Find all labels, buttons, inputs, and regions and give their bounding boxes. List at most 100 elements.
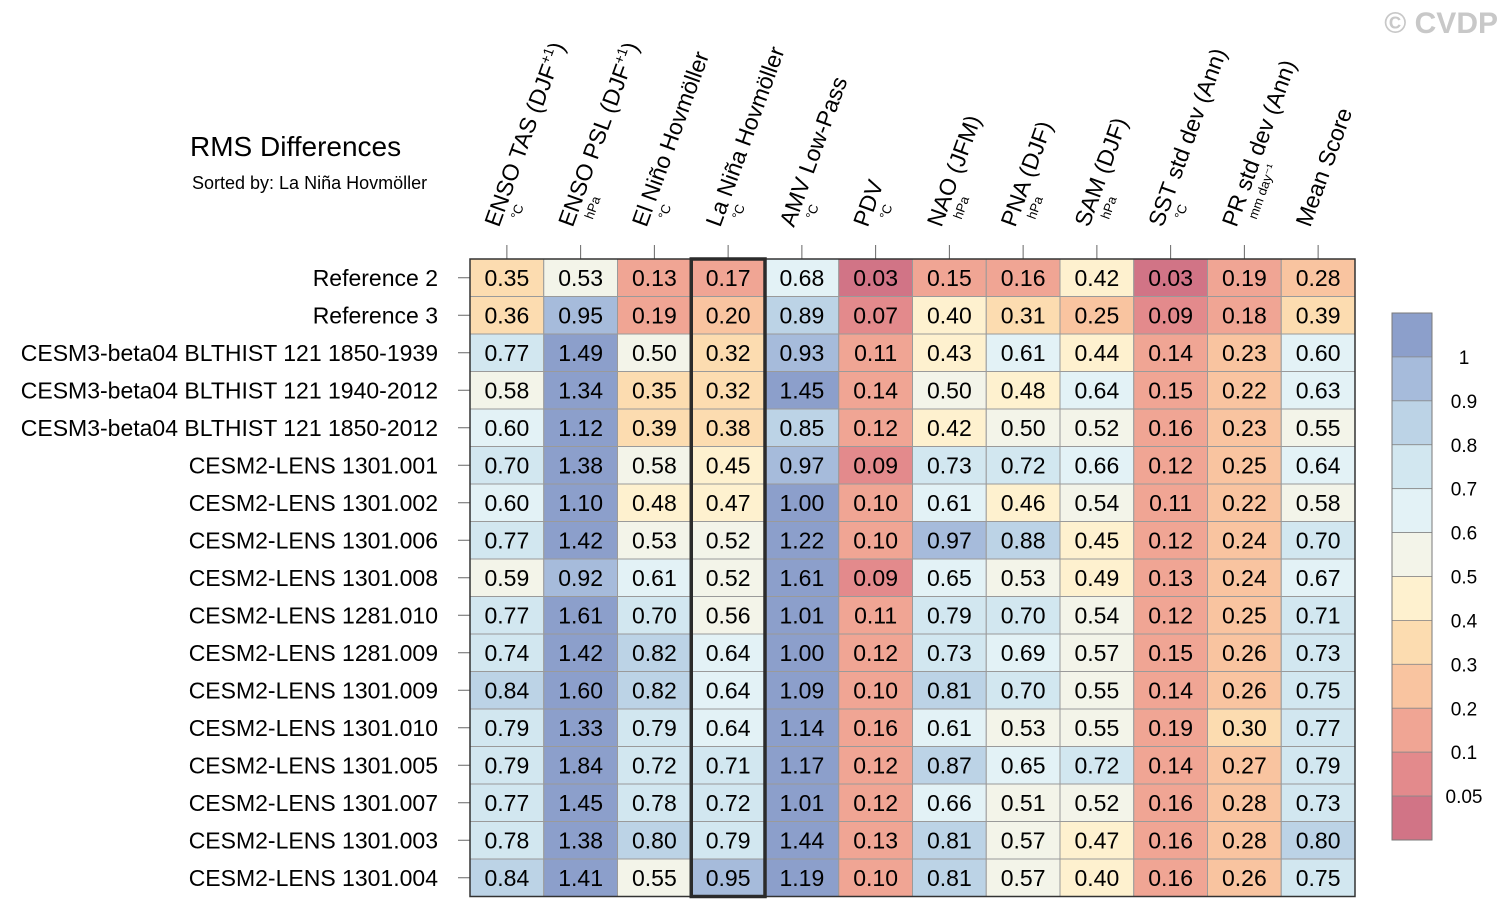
heatmap-cell [1280,821,1356,860]
cell-value-label: 0.77 [484,340,529,366]
cell-value-label: 0.95 [558,302,603,328]
heatmap-cell [764,858,840,897]
cell-value-label: 0.23 [1222,340,1267,366]
cell-value-label: 0.16 [1148,415,1193,441]
colorbar-tick-label: 0.8 [1451,436,1477,457]
colorbar-swatch [1391,620,1433,665]
cell-value-label: 0.73 [1296,790,1341,816]
cell-value-label: 0.57 [1001,865,1046,891]
row-label: CESM2-LENS 1301.004 [189,865,439,891]
cell-value-label: 0.73 [927,640,972,666]
row-label: CESM2-LENS 1301.001 [189,452,438,478]
column-header-label: La Niña Hovmöller [700,43,789,230]
row-label: CESM2-LENS 1301.008 [189,565,438,591]
cell-value-label: 0.28 [1222,790,1267,816]
cell-value-label: 0.79 [484,752,529,778]
cell-value-label: 0.60 [1296,340,1341,366]
heatmap-cell [1059,858,1135,897]
heatmap-cell [543,371,618,410]
heatmap-cell [469,558,545,597]
colorbar-swatch [1391,312,1433,358]
cell-value-label: 0.07 [853,302,898,328]
cell-value-label: 0.46 [1001,490,1046,516]
heatmap-cell [690,746,766,785]
row-labels: Reference 2 Reference 3 CESM3-beta04 BLTHI… [0,259,470,897]
cell-value-label: 0.77 [484,790,529,816]
cell-value-label: 0.79 [632,715,677,741]
cell-value-label: 1.61 [779,565,824,591]
cell-value-label: 0.70 [632,602,677,628]
cell-value-label: 0.80 [1296,827,1341,853]
heatmap-cell [838,558,913,597]
cell-value-label: 0.42 [927,415,972,441]
cell-value-label: 0.12 [1148,527,1193,553]
row-label: CESM2-LENS 1281.010 [189,602,438,628]
cell-value-label: 0.24 [1222,565,1267,591]
colorbar-tick-label: 0.1 [1451,743,1477,764]
heatmap-cell [838,633,913,672]
cell-value-label: 0.78 [484,827,529,853]
heatmap-cell [469,858,545,897]
heatmap-cell [543,858,618,897]
heatmap-cell [985,633,1061,672]
cell-value-label: 0.74 [484,640,529,666]
heatmap-cell [469,746,545,785]
cell-value-label: 0.95 [706,865,751,891]
cell-value-label: 0.03 [1148,265,1193,291]
column-unit-label: °C [876,202,895,221]
colorbar-swatch [1391,707,1433,753]
colorbar-tick-label: 0.3 [1451,655,1477,676]
heatmap-cell [617,821,692,860]
heatmap-cell [985,521,1061,560]
colorbar-tick-label: 1 [1459,348,1470,369]
heatmap-cell [469,296,545,335]
heatmap-cell [617,558,692,597]
heatmap-cell [1059,671,1135,710]
cell-value-label: 0.81 [927,677,972,703]
cell-value-label: 1.22 [779,527,824,553]
cell-value-label: 0.26 [1222,865,1267,891]
chart-title: RMS Differences [190,131,401,162]
cell-value-label: 0.64 [1296,452,1341,478]
heatmap-cell [1280,258,1356,297]
cell-value-label: 0.45 [706,452,751,478]
heatmap-cell [985,558,1061,597]
cell-value-label: 0.50 [632,340,677,366]
heatmap-cell [985,408,1061,447]
cell-value-label: 0.64 [706,715,751,741]
cell-value-label: 0.70 [1001,602,1046,628]
colorbar-swatch [1391,576,1433,621]
heatmap-cell [543,258,618,297]
column-unit-label: °C [803,202,822,221]
cell-value-label: 0.12 [1148,602,1193,628]
heatmap-cell [1059,746,1135,785]
heatmap-cell [1133,746,1208,785]
cell-value-label: 0.60 [484,415,529,441]
cell-value-label: 0.92 [558,565,603,591]
heatmap-cell [912,783,987,822]
cell-value-label: 0.72 [706,790,751,816]
cell-value-label: 0.19 [632,302,677,328]
cell-value-label: 1.44 [779,827,824,853]
heatmap-cell [838,671,913,710]
column-header-label: SST std dev (Ann) [1143,45,1232,230]
heatmap-cell [1059,483,1135,522]
heatmap-cell [1133,408,1208,447]
cell-value-label: 0.52 [1074,415,1119,441]
cell-value-label: 0.61 [927,490,972,516]
cell-value-label: 0.55 [632,865,677,891]
cell-value-label: 0.26 [1222,640,1267,666]
heatmap-cell [469,258,545,297]
cell-value-label: 0.54 [1074,490,1119,516]
cell-value-label: 0.72 [1001,452,1046,478]
cell-value-label: 0.23 [1222,415,1267,441]
cell-value-label: 0.52 [1074,790,1119,816]
cell-value-label: 0.40 [927,302,972,328]
chart-subtitle: Sorted by: La Niña Hovmöller [192,173,427,193]
heatmap-cell [838,596,913,635]
cell-value-label: 0.77 [484,602,529,628]
cell-value-label: 0.48 [632,490,677,516]
cell-value-label: 0.97 [927,527,972,553]
colorbar: 1 0.9 0.8 0.7 0.6 0.5 0.4 0.3 0.2 0.1 0.05 [1391,312,1482,841]
